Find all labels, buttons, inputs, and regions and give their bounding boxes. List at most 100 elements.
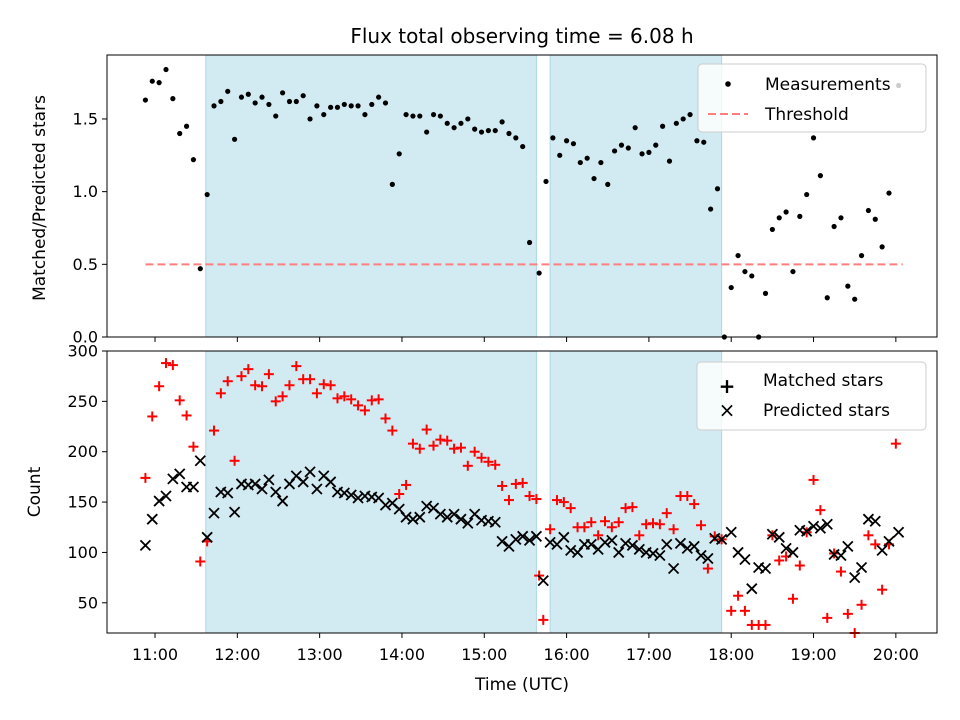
matched-star-marker	[181, 410, 192, 421]
measurement-point	[170, 96, 176, 102]
bottom-ylabel: Count	[25, 466, 45, 517]
predicted-star-marker	[681, 542, 693, 555]
predicted-star-marker	[194, 455, 206, 467]
measurement-point	[858, 252, 865, 259]
measurement-point	[451, 125, 457, 131]
matched-legend-marker: +	[719, 374, 736, 398]
matched-star-marker	[462, 460, 473, 471]
predicted-star-marker	[869, 515, 881, 527]
matched-star-marker	[160, 358, 171, 369]
measurement-point	[472, 126, 478, 132]
matched-star-marker	[154, 381, 165, 392]
matched-star-marker	[877, 584, 888, 595]
matched-star-marker	[890, 438, 901, 449]
predicted-star-marker	[167, 473, 179, 485]
measurement-point	[478, 129, 485, 135]
matched-star-marker	[353, 400, 364, 411]
measurement-point	[499, 119, 505, 125]
measurement-point	[485, 127, 491, 134]
predicted-star-marker	[462, 517, 474, 529]
predicted-star-marker	[606, 534, 618, 546]
matched-star-marker	[229, 455, 240, 466]
matched-star-marker	[538, 614, 549, 625]
measurement-point	[410, 113, 416, 119]
predicted-star-marker	[835, 549, 847, 562]
measurement-point	[687, 111, 693, 118]
predicted-star-marker	[414, 511, 426, 523]
measurement-point	[872, 216, 878, 222]
measurement-point	[865, 207, 872, 214]
matched-star-marker	[442, 435, 453, 446]
matched-star-marker	[510, 478, 521, 489]
matched-star-marker	[414, 443, 425, 454]
matched-star-marker	[565, 503, 576, 514]
matched-star-marker	[490, 459, 501, 470]
predicted-star-marker	[619, 537, 632, 550]
matched-star-marker	[401, 479, 412, 490]
x-tick-label: 19:00	[790, 645, 836, 664]
measurement-point	[762, 290, 769, 296]
bottom-y-tick-label: 150	[67, 493, 98, 512]
predicted-star-marker	[352, 492, 364, 504]
predicted-star-marker	[849, 571, 861, 584]
predicted-star-marker	[695, 549, 707, 562]
measurement-point	[389, 181, 395, 187]
measurements-legend-marker	[725, 81, 731, 87]
matched-star-marker	[794, 560, 805, 571]
predicted-star-marker	[661, 538, 673, 551]
x-tick-label: 13:00	[297, 645, 343, 664]
matched-star-marker	[263, 369, 274, 380]
predicted-star-marker	[599, 536, 611, 548]
measurement-point	[701, 139, 707, 145]
matched-star-marker	[476, 452, 487, 463]
measurement-point	[584, 155, 590, 161]
measurement-point	[341, 101, 347, 108]
matched-star-marker	[733, 590, 744, 601]
measurement-point	[708, 206, 714, 212]
matched-star-marker	[531, 494, 542, 505]
measurement-point	[673, 120, 679, 126]
measurement-point	[328, 104, 334, 110]
predicted-star-marker	[647, 547, 659, 560]
predicted-star-marker	[558, 531, 570, 543]
predicted-star-marker	[324, 476, 337, 488]
matched-star-marker	[277, 391, 288, 402]
measurement-point	[280, 90, 286, 96]
predicted-star-marker	[530, 530, 543, 542]
measurement-point	[465, 116, 471, 122]
measurement-point	[520, 143, 526, 150]
matched-star-marker	[394, 489, 405, 500]
top-legend-box	[697, 63, 927, 133]
predicted-star-marker	[814, 522, 827, 534]
top-ylabel: Matched/Predicted stars	[30, 95, 50, 301]
matched-star-marker	[815, 505, 826, 516]
measurement-point	[238, 94, 245, 100]
predicted-star-marker	[338, 487, 350, 499]
measurement-point	[307, 116, 313, 122]
measurement-point	[790, 268, 796, 275]
x-tick-label: 12:00	[214, 645, 260, 664]
measurement-point	[653, 142, 659, 148]
predicted-star-marker	[276, 495, 289, 507]
predicted-star-marker	[304, 466, 316, 478]
matched-star-marker	[856, 599, 867, 610]
predicted-star-marker	[146, 513, 158, 525]
bottom-y-tick-label: 250	[67, 392, 98, 411]
measurement-point	[355, 103, 361, 109]
x-tick-label: 16:00	[544, 645, 590, 664]
predicted-star-marker	[585, 538, 597, 551]
top-axes-frame	[106, 54, 938, 338]
measurement-point	[577, 159, 583, 166]
measurement-point	[177, 130, 183, 137]
chart-title: Flux total observing time = 6.08 h	[350, 24, 693, 48]
matched-star-marker	[689, 499, 700, 510]
measurement-point	[714, 186, 721, 192]
predicted-star-marker	[379, 499, 392, 511]
matched-star-marker	[654, 519, 665, 530]
predicted-star-marker	[297, 476, 309, 488]
measurement-point	[824, 295, 830, 301]
predicted-star-marker	[807, 520, 820, 532]
measurement-point	[625, 145, 631, 151]
predicted-star-marker	[544, 536, 556, 548]
predicted-star-marker	[249, 478, 261, 490]
